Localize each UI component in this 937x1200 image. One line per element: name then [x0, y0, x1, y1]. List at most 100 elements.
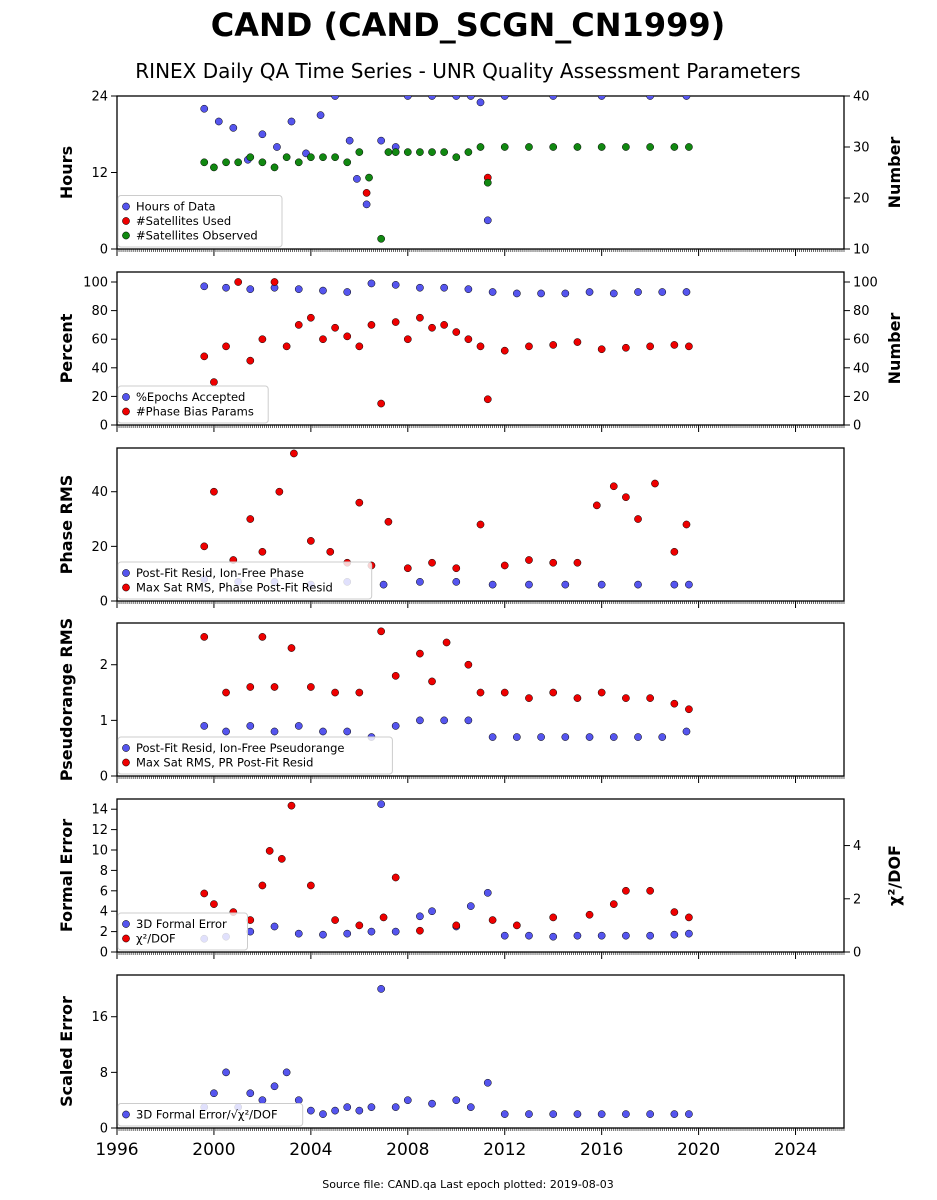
data-point-blue: [513, 289, 521, 298]
data-point-red: [416, 926, 424, 935]
data-point-blue: [379, 580, 388, 589]
data-point-blue: [685, 929, 693, 938]
y2-axis-label: χ²/DOF: [885, 845, 904, 906]
data-point-red: [500, 688, 509, 697]
data-point-red: [464, 660, 473, 669]
data-point-blue: [549, 96, 558, 100]
data-point-blue: [200, 722, 209, 730]
data-point-blue: [200, 104, 209, 113]
x-tick-label: 2008: [386, 1140, 429, 1160]
data-point-green: [307, 153, 315, 162]
data-point-blue: [282, 1068, 291, 1077]
data-point-red: [277, 855, 286, 863]
data-point-blue: [316, 111, 325, 119]
y2-tick-label: 0: [853, 946, 861, 961]
legend-label: #Satellites Observed: [136, 229, 258, 243]
data-point-green: [670, 143, 679, 151]
data-point-green: [525, 143, 533, 151]
data-point-green: [483, 178, 492, 187]
y-tick-label: 0: [100, 243, 108, 258]
data-point-red: [287, 801, 296, 810]
data-point-red: [464, 335, 473, 344]
data-point-red: [270, 683, 279, 691]
data-point-blue: [210, 1089, 218, 1098]
data-point-blue: [682, 727, 691, 736]
data-point-red: [200, 352, 209, 361]
data-point-blue: [270, 727, 279, 736]
data-points: [200, 627, 693, 741]
data-point-red: [592, 501, 601, 510]
y-tick-label: 20: [91, 540, 108, 555]
data-points: [200, 96, 693, 243]
legend-label: #Phase Bias Params: [136, 405, 254, 419]
data-point-blue: [294, 929, 303, 938]
data-point-red: [287, 644, 296, 652]
data-point-red: [355, 342, 364, 351]
data-point-blue: [273, 143, 281, 151]
data-points: [200, 985, 693, 1118]
data-point-blue: [319, 286, 327, 295]
data-point-red: [549, 558, 558, 567]
legend-marker-red: [122, 217, 130, 225]
panel-4: 0 1 2 Pseudorange RMS Post-Fit Resid, Ion-Fr…: [57, 618, 845, 785]
legend-box: [117, 1103, 304, 1127]
data-point-red: [355, 688, 364, 697]
data-point-red: [282, 342, 291, 351]
data-point-blue: [585, 733, 594, 741]
data-point-blue: [488, 288, 497, 296]
panel-3: 0 20 40 Phase RMS Post-Fit Resid, Ion-Free P…: [57, 447, 845, 610]
data-point-blue: [416, 283, 424, 292]
data-point-red: [597, 345, 606, 354]
data-point-green: [403, 148, 412, 156]
legend-marker-blue: [122, 1110, 130, 1119]
data-point-blue: [464, 285, 473, 294]
data-point-red: [428, 677, 436, 686]
data-point-red: [685, 705, 693, 714]
legend-box: [117, 385, 269, 424]
legend: Post-Fit Resid, Ion-Free PseudorangeMax …: [117, 736, 393, 775]
data-point-green: [549, 143, 558, 151]
data-point-blue: [355, 1106, 364, 1115]
data-point-red: [670, 547, 679, 556]
legend-box: [117, 561, 373, 600]
data-point-red: [258, 633, 267, 641]
data-point-red: [685, 913, 693, 922]
data-point-blue: [319, 930, 327, 939]
data-point-blue: [466, 1103, 475, 1111]
data-point-red: [670, 908, 679, 916]
data-point-red: [525, 342, 533, 351]
data-points: [200, 278, 693, 408]
data-point-blue: [561, 733, 570, 741]
y-tick-label: 10: [91, 844, 108, 859]
data-point-red: [609, 482, 618, 491]
data-point-red: [307, 881, 315, 890]
data-point-red: [377, 399, 385, 408]
data-point-blue: [345, 136, 354, 145]
data-point-blue: [287, 117, 296, 126]
figure-subtitle: RINEX Daily QA Time Series - UNR Quality…: [135, 59, 800, 83]
data-point-red: [609, 900, 618, 908]
data-point-blue: [609, 733, 618, 741]
data-point-red: [682, 520, 691, 529]
y-tick-label: 4: [100, 905, 108, 920]
data-point-red: [343, 332, 352, 341]
data-point-blue: [573, 931, 582, 940]
data-point-green: [464, 148, 473, 156]
data-point-red: [331, 916, 339, 924]
data-point-blue: [353, 175, 361, 183]
data-point-blue: [466, 902, 475, 910]
data-point-red: [622, 493, 630, 502]
data-point-red: [651, 479, 659, 488]
data-point-red: [246, 356, 255, 365]
legend-label: Post-Fit Resid, Ion-Free Phase: [136, 566, 304, 580]
data-point-blue: [452, 96, 461, 100]
data-point-blue: [319, 727, 327, 736]
data-point-green: [416, 148, 424, 156]
data-point-blue: [246, 285, 255, 294]
data-point-green: [258, 158, 267, 167]
data-point-green: [246, 153, 255, 162]
data-point-blue: [331, 1106, 339, 1115]
